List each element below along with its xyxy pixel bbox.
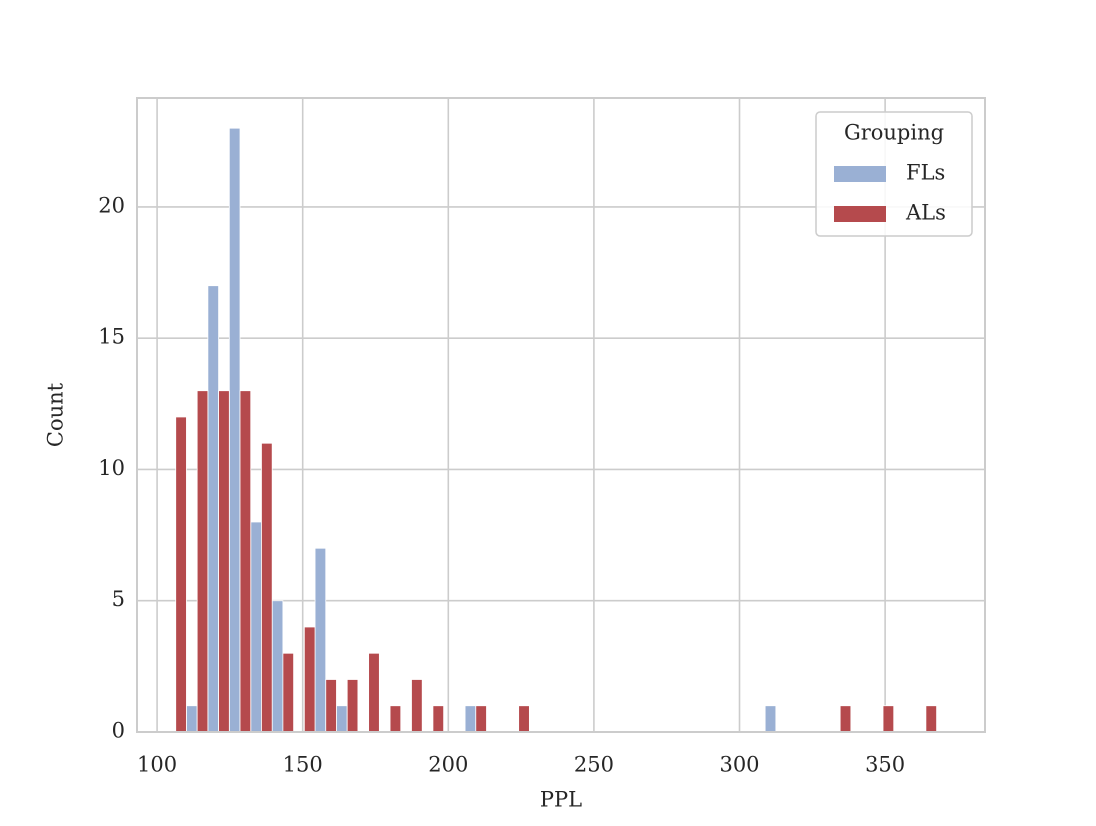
bar	[925, 705, 938, 733]
bar	[218, 390, 230, 733]
x-tick-label: 250	[574, 753, 614, 777]
legend-box	[815, 111, 973, 237]
bar	[175, 416, 187, 733]
bar	[368, 652, 380, 733]
y-tick-label: 10	[98, 456, 125, 480]
y-tick-label: 5	[112, 587, 125, 611]
bar	[764, 705, 777, 733]
x-tick-label: 200	[428, 753, 468, 777]
bar	[839, 705, 852, 733]
legend-label: ALs	[905, 201, 946, 225]
plot-frame	[136, 97, 986, 733]
bar	[346, 679, 359, 733]
x-tick-label: 300	[719, 753, 759, 777]
legend-swatch	[834, 206, 886, 222]
y-tick-label: 15	[98, 325, 125, 349]
bar	[271, 600, 284, 733]
legend-title: Grouping	[844, 121, 944, 145]
bar	[518, 705, 530, 733]
y-tick-label: 20	[98, 193, 125, 217]
legend-swatch	[834, 166, 886, 182]
bar	[411, 679, 423, 733]
bar	[389, 705, 402, 733]
x-tick-label: 100	[137, 753, 177, 777]
bar	[282, 652, 295, 733]
bar	[196, 390, 209, 733]
bar	[325, 679, 337, 733]
bar	[432, 705, 445, 733]
bar	[250, 521, 262, 733]
y-tick-label: 0	[112, 719, 125, 743]
bar	[475, 705, 487, 733]
bar	[303, 626, 316, 733]
bar	[336, 705, 348, 733]
bar	[261, 442, 273, 733]
x-tick-label: 350	[865, 753, 905, 777]
bar	[239, 390, 252, 733]
bar	[207, 285, 219, 733]
bar	[882, 705, 895, 733]
bar	[464, 705, 477, 733]
y-axis-label: Count	[44, 382, 68, 447]
x-tick-label: 150	[283, 753, 323, 777]
legend-label: FLs	[906, 161, 945, 185]
bar	[228, 127, 241, 733]
bar	[186, 705, 198, 733]
bar	[314, 547, 327, 733]
x-axis-label: PPL	[540, 788, 582, 812]
